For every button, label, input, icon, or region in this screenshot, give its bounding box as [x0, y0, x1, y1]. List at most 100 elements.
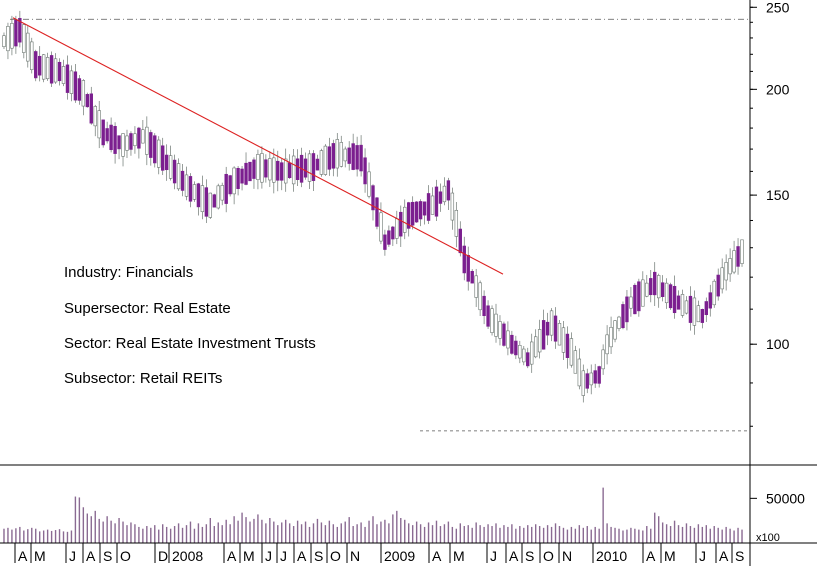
- candle-body: [553, 315, 558, 342]
- candle-body: [537, 329, 542, 353]
- candle-body: [462, 245, 466, 274]
- candle-body: [168, 155, 173, 179]
- candle-body: [93, 106, 97, 127]
- candle-body: [192, 184, 197, 200]
- x-tick-label: A: [432, 548, 442, 564]
- candle-body: [240, 168, 244, 184]
- x-tick-label: J: [280, 548, 287, 564]
- candle-body: [688, 295, 693, 323]
- candle-body: [379, 212, 383, 242]
- candle-body: [522, 348, 526, 363]
- x-tick-label: S: [103, 548, 112, 564]
- candle-body: [625, 296, 629, 323]
- candle-body: [307, 153, 312, 182]
- candle-body: [450, 192, 455, 221]
- candle-body: [442, 185, 447, 203]
- annotation-subsector: Subsector: Retail REITs: [64, 370, 222, 387]
- x-tick-label: J: [699, 548, 706, 564]
- candle-body: [466, 254, 470, 282]
- candle-body: [319, 150, 324, 175]
- candle-body: [518, 345, 522, 359]
- candle-body: [660, 282, 665, 297]
- candle-body: [736, 246, 740, 267]
- candle-body: [284, 158, 288, 184]
- candle-body: [533, 336, 538, 358]
- candle-body: [700, 309, 705, 323]
- candle-body: [514, 340, 518, 356]
- candle-body: [73, 71, 78, 101]
- x-tick-label: O: [120, 548, 131, 564]
- annotation-sector: Sector: Real Estate Investment Trusts: [64, 335, 316, 352]
- candle-body: [486, 305, 490, 327]
- candle-body: [113, 126, 117, 154]
- candle-body: [585, 373, 589, 389]
- candle-body: [81, 80, 86, 107]
- price-panel: [2, 10, 750, 432]
- candle-body: [272, 157, 276, 183]
- candle-body: [180, 170, 185, 191]
- candle-body: [565, 333, 570, 358]
- candle-body: [601, 349, 605, 370]
- candle-body: [331, 143, 336, 169]
- x-tick-label: 2009: [384, 548, 415, 564]
- candle-body: [581, 370, 585, 396]
- candle-body: [530, 341, 534, 365]
- candle-body: [498, 321, 502, 339]
- candle-body: [105, 128, 109, 142]
- x-tick-label: M: [243, 548, 255, 564]
- candle-body: [696, 305, 701, 323]
- candle-body: [422, 201, 427, 216]
- candle-body: [65, 64, 70, 93]
- candle-body: [264, 159, 268, 178]
- y-tick-label: 100: [766, 336, 790, 352]
- candle-body: [597, 366, 601, 384]
- x-tick-label: A: [86, 548, 96, 564]
- candle-body: [704, 301, 708, 316]
- candle-body: [549, 310, 554, 336]
- candle-body: [291, 155, 296, 185]
- candle-body: [188, 176, 193, 202]
- candle-body: [220, 185, 224, 201]
- x-tick-label: O: [543, 548, 554, 564]
- candle-body: [45, 57, 50, 80]
- candle-body: [605, 334, 609, 355]
- candle-body: [327, 146, 332, 170]
- candle-body: [137, 127, 141, 149]
- candle-body: [311, 153, 316, 181]
- candle-body: [228, 175, 232, 195]
- candle-body: [609, 326, 613, 348]
- candle-body: [248, 161, 252, 182]
- candle-body: [184, 174, 189, 197]
- candle-body: [6, 26, 10, 52]
- candle-body: [133, 133, 137, 147]
- candle-body: [343, 148, 347, 162]
- candle-body: [414, 201, 419, 223]
- x-tick-label: S: [314, 548, 323, 564]
- x-tick-label: 2010: [596, 548, 627, 564]
- x-tick-label: A: [719, 548, 729, 564]
- candle-body: [633, 284, 637, 315]
- candle-body: [367, 171, 371, 197]
- candle-body: [716, 274, 720, 297]
- x-tick-label: J: [265, 548, 272, 564]
- y-tick-label: 150: [766, 187, 790, 203]
- candle-body: [629, 296, 633, 309]
- candle-body: [252, 159, 256, 179]
- candle-body: [526, 352, 530, 367]
- candle-body: [684, 300, 689, 314]
- candle-body: [657, 275, 661, 299]
- candle-body: [145, 126, 149, 155]
- candle-body: [276, 160, 280, 181]
- candle-body: [61, 66, 66, 84]
- candle-body: [323, 145, 328, 175]
- candle-body: [720, 267, 724, 290]
- candle-body: [149, 132, 153, 158]
- x-tick-label: J: [69, 548, 76, 564]
- candle-body: [395, 218, 399, 239]
- candle-body: [470, 271, 474, 284]
- candle-body: [458, 228, 462, 254]
- x-tick-label: A: [646, 548, 656, 564]
- x-tick-label: N: [350, 548, 360, 564]
- x-tick-label: A: [297, 548, 307, 564]
- candle-body: [649, 278, 653, 296]
